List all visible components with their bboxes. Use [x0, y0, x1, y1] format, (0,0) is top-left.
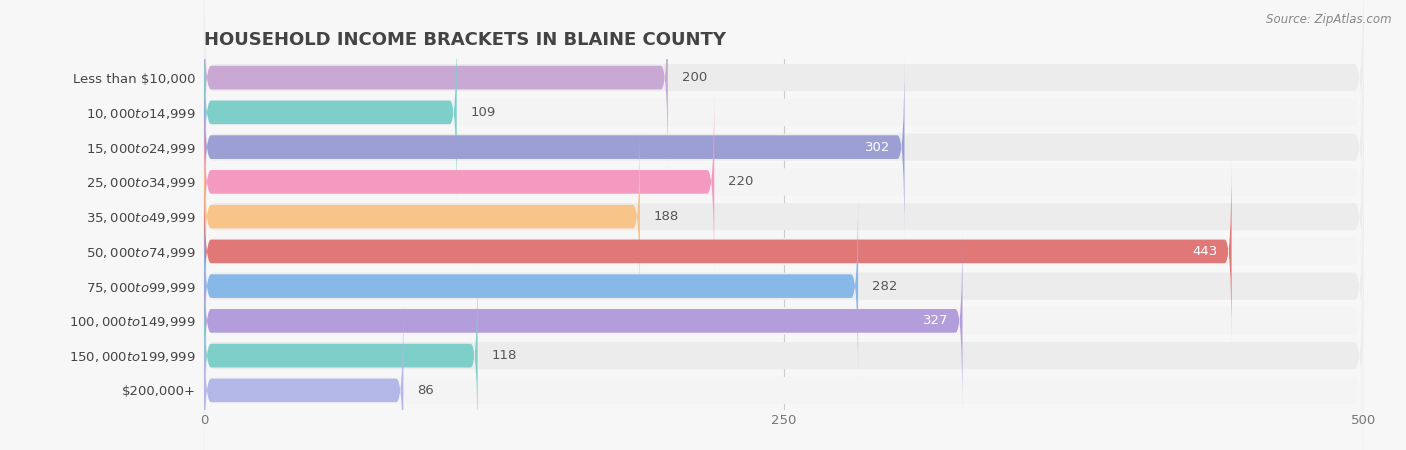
Text: Source: ZipAtlas.com: Source: ZipAtlas.com: [1267, 14, 1392, 27]
FancyBboxPatch shape: [204, 230, 1364, 450]
Text: 302: 302: [865, 140, 890, 153]
FancyBboxPatch shape: [204, 0, 1364, 238]
FancyBboxPatch shape: [204, 124, 640, 309]
Text: 188: 188: [654, 210, 679, 223]
FancyBboxPatch shape: [204, 229, 963, 413]
FancyBboxPatch shape: [204, 265, 1364, 450]
FancyBboxPatch shape: [204, 90, 714, 274]
FancyBboxPatch shape: [204, 55, 904, 239]
FancyBboxPatch shape: [204, 195, 1364, 446]
Text: 86: 86: [418, 384, 434, 397]
FancyBboxPatch shape: [204, 126, 1364, 377]
Text: 443: 443: [1192, 245, 1218, 258]
FancyBboxPatch shape: [204, 0, 668, 170]
FancyBboxPatch shape: [204, 263, 478, 448]
Text: 200: 200: [682, 71, 707, 84]
Text: 220: 220: [728, 176, 754, 189]
FancyBboxPatch shape: [204, 20, 457, 205]
FancyBboxPatch shape: [204, 22, 1364, 273]
Text: 109: 109: [471, 106, 496, 119]
FancyBboxPatch shape: [204, 56, 1364, 307]
FancyBboxPatch shape: [204, 159, 1232, 344]
FancyBboxPatch shape: [204, 194, 858, 378]
FancyBboxPatch shape: [204, 0, 1364, 203]
Text: 282: 282: [872, 279, 897, 292]
Text: 327: 327: [924, 315, 949, 328]
Text: HOUSEHOLD INCOME BRACKETS IN BLAINE COUNTY: HOUSEHOLD INCOME BRACKETS IN BLAINE COUN…: [204, 31, 725, 49]
Text: 118: 118: [492, 349, 517, 362]
FancyBboxPatch shape: [204, 91, 1364, 342]
FancyBboxPatch shape: [204, 161, 1364, 412]
FancyBboxPatch shape: [204, 298, 404, 450]
